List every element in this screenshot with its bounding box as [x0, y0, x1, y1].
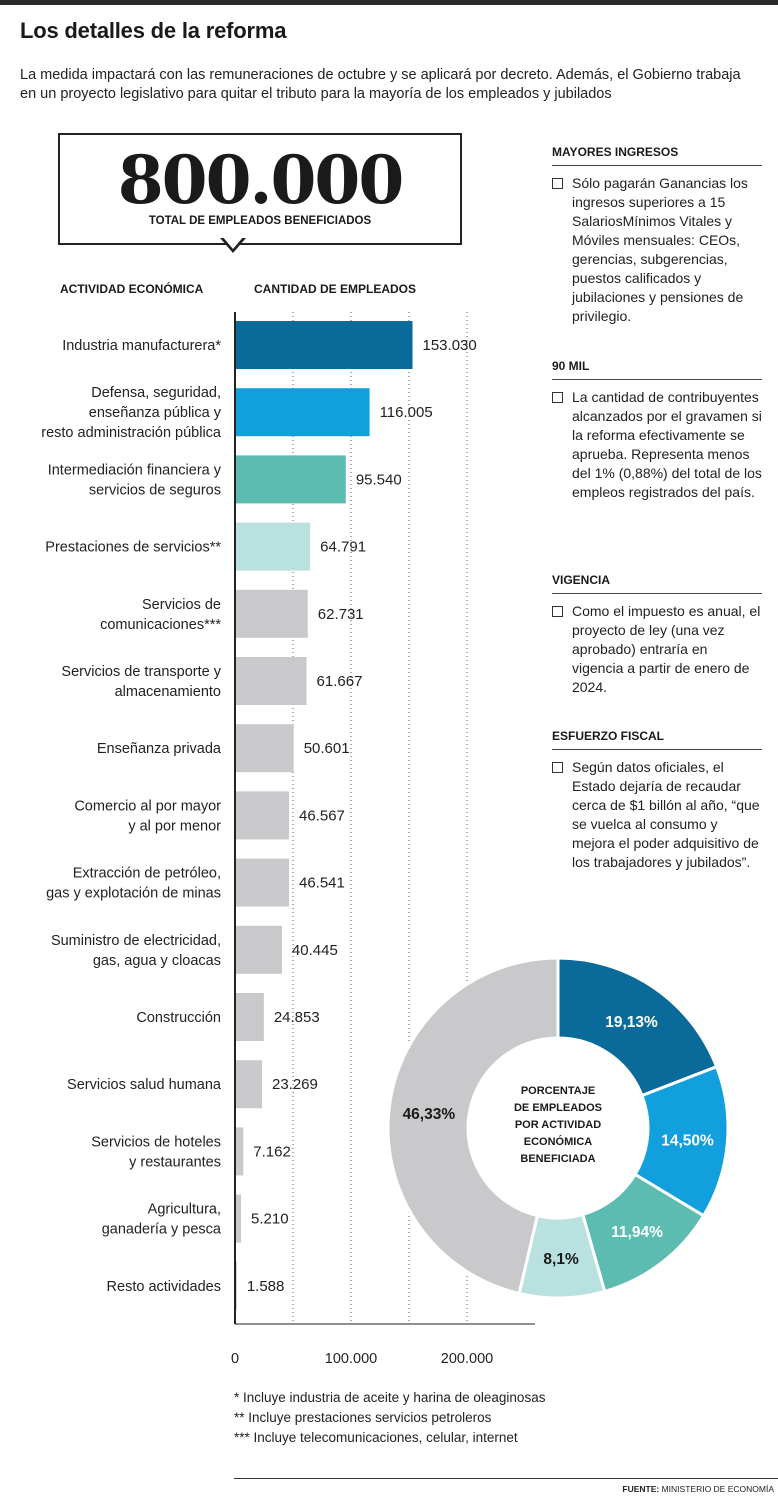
bar-13: [235, 1194, 242, 1243]
checkbox-bullet-icon: [552, 178, 563, 189]
donut-slice-0: [556, 956, 719, 1098]
bar-5: [235, 657, 307, 705]
bar-value-label-12: 7.162: [253, 1143, 291, 1160]
highlight-number: 800.000: [117, 141, 405, 219]
category-label-5: Servicios de transporte y almacenamiento: [61, 664, 221, 700]
donut-slice-label-3: 8,1%: [543, 1251, 579, 1268]
category-label-0: Industria manufacturera*: [62, 338, 221, 354]
sidebar-text: La cantidad de contribuyentes alcanzados…: [572, 389, 762, 500]
bar-value-label-7: 46.567: [299, 807, 345, 824]
bar-value-label-10: 24.853: [274, 1009, 320, 1026]
highlight-box: 800.000 TOTAL DE EMPLEADOS BENEFICIADOS: [58, 133, 462, 245]
bar-12: [235, 1127, 244, 1176]
checkbox-bullet-icon: [552, 606, 563, 617]
bar-value-label-4: 62.731: [318, 606, 364, 623]
bar-10: [235, 993, 264, 1041]
category-label-3: Prestaciones de servicios**: [45, 540, 221, 556]
donut-slice-4: [386, 956, 560, 1296]
bar-7: [235, 791, 290, 840]
sidebar-text: Según datos oficiales, el Estado dejaría…: [572, 759, 760, 870]
donut-slice-label-2: 11,94%: [611, 1224, 663, 1241]
category-label-1: Defensa, seguridad, enseñanza pública y re…: [41, 385, 222, 441]
category-label-12: Servicios de hoteles y restaurantes: [91, 1134, 221, 1170]
x-tick-label-0: 0: [231, 1351, 239, 1367]
bar-9: [235, 925, 282, 974]
source-text: MINISTERIO DE ECONOMÍA: [661, 1484, 774, 1494]
category-label-11: Servicios salud humana: [67, 1077, 222, 1093]
sidebar-heading: ESFUERZO FISCAL: [552, 729, 762, 750]
bar-and-donut-chart: 153.030 Industria manufacturera* 116.005 De…: [41, 312, 730, 1367]
category-label-9: Suministro de electricidad, gas, agua y c…: [51, 933, 221, 969]
column-header-employees: CANTIDAD DE EMPLEADOS: [254, 282, 417, 296]
donut-slice-label-1: 14,50%: [661, 1132, 714, 1149]
category-label-7: Comercio al por mayor y al por menor: [74, 798, 221, 834]
sidebar-section-vigencia: VIGENCIA Como el impuesto es anual, el p…: [552, 573, 762, 697]
bar-value-label-3: 64.791: [320, 539, 366, 556]
footnote-1: * Incluye industria de aceite y harina d…: [234, 1390, 546, 1405]
x-tick-label-1: 100.000: [325, 1351, 377, 1367]
sidebar-heading: VIGENCIA: [552, 573, 762, 594]
bar-8: [235, 858, 289, 907]
category-label-14: Resto actividades: [107, 1279, 221, 1295]
bar-value-label-14: 1.588: [247, 1278, 285, 1295]
source-label: FUENTE:: [622, 1484, 660, 1494]
bar-3: [235, 522, 311, 571]
page-title: Los detalles de la reforma: [20, 18, 287, 43]
bar-value-label-13: 5.210: [251, 1211, 289, 1228]
bar-value-label-9: 40.445: [292, 942, 338, 959]
sidebar-heading: MAYORES INGRESOS: [552, 145, 762, 166]
footnotes: * Incluye industria de aceite y harina d…: [234, 1388, 545, 1448]
bar-value-label-1: 116.005: [380, 404, 433, 421]
sidebar-section-mayores-ingresos: MAYORES INGRESOS Sólo pagarán Ganancias …: [552, 145, 762, 326]
donut-slice-label-0: 19,13%: [605, 1014, 658, 1031]
footnote-2: ** Incluye prestaciones servicios petrol…: [234, 1410, 492, 1425]
bar-2: [235, 455, 346, 504]
bar-0: [235, 321, 413, 369]
bar-4: [235, 589, 308, 638]
top-rule: [0, 0, 778, 5]
sidebar-heading: 90 MIL: [552, 359, 762, 380]
category-label-8: Extracción de petróleo, gas y explotación…: [46, 866, 221, 902]
highlight-label: TOTAL DE EMPLEADOS BENEFICIADOS: [148, 215, 372, 227]
category-label-2: Intermediación financiera y servicios de …: [48, 462, 222, 498]
bar-value-label-8: 46.541: [299, 875, 345, 892]
bar-1: [235, 388, 370, 437]
sidebar-text: Como el impuesto es anual, el proyecto d…: [572, 603, 761, 695]
sidebar-section-90-mil: 90 MIL La cantidad de contribuyentes alc…: [552, 359, 762, 502]
category-label-4: Servicios de comunicaciones***: [100, 597, 221, 633]
bar-6: [235, 724, 294, 773]
bar-value-label-5: 61.667: [317, 673, 363, 690]
bar-value-label-11: 23.269: [272, 1076, 318, 1093]
sidebar-section-esfuerzo-fiscal: ESFUERZO FISCAL Según datos oficiales, e…: [552, 729, 762, 872]
bar-11: [235, 1060, 262, 1109]
category-label-6: Enseñanza privada: [97, 741, 222, 757]
category-label-10: Construcción: [136, 1010, 221, 1026]
checkbox-bullet-icon: [552, 392, 563, 403]
x-tick-label-2: 200.000: [441, 1351, 493, 1367]
source-credit: FUENTE: MINISTERIO DE ECONOMÍA: [622, 1484, 774, 1494]
bar-value-label-6: 50.601: [304, 740, 350, 757]
column-header-activity: ACTIVIDAD ECONÓMICA: [60, 282, 204, 296]
donut-center-label: PORCENTAJE DE EMPLEADOS POR ACTIVIDAD ECONÓ…: [514, 1085, 602, 1165]
category-label-13: Agricultura, ganadería y pesca: [102, 1202, 222, 1238]
page-subtitle: La medida impactará con las remuneracion…: [20, 67, 741, 102]
bar-value-label-0: 153.030: [423, 337, 477, 354]
footnote-3: *** Incluye telecomunicaciones, celular,…: [234, 1430, 518, 1445]
donut-slice-label-4: 46,33%: [403, 1106, 456, 1123]
sidebar-text: Sólo pagarán Ganancias los ingresos supe…: [572, 175, 748, 324]
bar-value-label-2: 95.540: [356, 471, 402, 488]
checkbox-bullet-icon: [552, 762, 563, 773]
bottom-rule: [234, 1478, 778, 1479]
callout-pointer-fill: [222, 236, 244, 249]
